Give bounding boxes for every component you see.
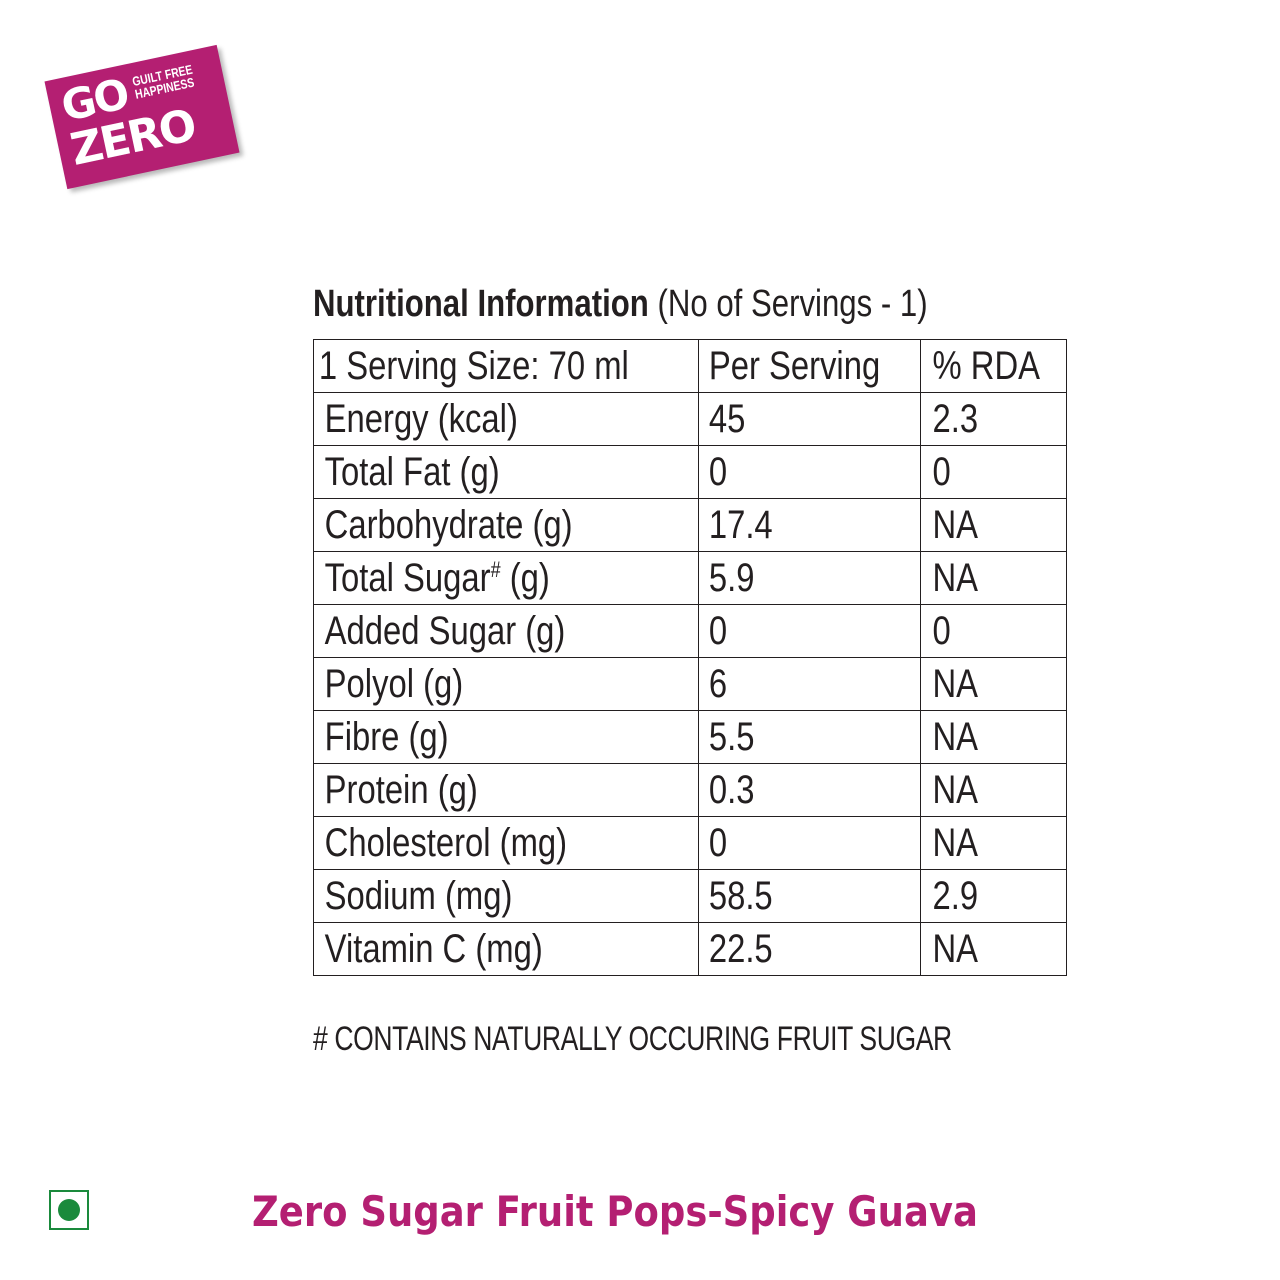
table-row: Fibre (g) 5.5 NA — [313, 710, 1068, 764]
nutrient-cell: Carbohydrate (g) — [313, 498, 699, 552]
logo-tagline: GUILT FREE HAPPINESS — [131, 61, 204, 102]
table-row: Total Fat (g) 0 0 — [313, 445, 1068, 499]
nutrient-cell: Protein (g) — [313, 763, 699, 817]
product-name: Zero Sugar Fruit Pops-Spicy Guava — [252, 1187, 978, 1236]
nutrient-cell: Vitamin C (mg) — [313, 922, 699, 976]
per-serving-cell: 5.5 — [697, 710, 921, 764]
servings-note: (No of Servings - 1) — [657, 283, 928, 325]
nutrient-cell: Total Fat (g) — [313, 445, 699, 499]
rda-cell: NA — [919, 922, 1068, 976]
per-serving-cell: 5.9 — [697, 551, 921, 605]
rda-cell: 2.9 — [919, 869, 1068, 923]
rda-cell: NA — [919, 816, 1068, 870]
nutrition-table: 1 Serving Size: 70 ml Per Serving % RDA … — [313, 339, 1068, 976]
table-header-row: 1 Serving Size: 70 ml Per Serving % RDA — [313, 339, 1068, 393]
nutrition-heading: Nutritional Information (No of Servings … — [313, 282, 928, 326]
nutrient-cell: Cholesterol (mg) — [313, 816, 699, 870]
nutrition-title: Nutritional Information — [313, 283, 649, 325]
table-row: Protein (g) 0.3 NA — [313, 763, 1068, 817]
veg-dot — [58, 1199, 80, 1221]
table-row: Energy (kcal) 45 2.3 — [313, 392, 1068, 446]
total-sugar-footnote-mark: # — [490, 557, 501, 582]
nutrient-cell: Total Sugar# (g) — [313, 551, 699, 605]
header-cell: Per Serving — [697, 339, 921, 393]
nutrient-cell: Added Sugar (g) — [313, 604, 699, 658]
sugar-footnote: # CONTAINS NATURALLY OCCURING FRUIT SUGA… — [313, 1020, 952, 1058]
rda-cell: 2.3 — [919, 392, 1068, 446]
per-serving-cell: 22.5 — [697, 922, 921, 976]
nutrient-cell: Fibre (g) — [313, 710, 699, 764]
table-row: Total Sugar# (g) 5.9 NA — [313, 551, 1068, 605]
rda-cell: NA — [919, 657, 1068, 711]
header-cell: % RDA — [919, 339, 1068, 393]
per-serving-cell: 6 — [697, 657, 921, 711]
veg-symbol-icon — [49, 1190, 89, 1230]
per-serving-cell: 45 — [697, 392, 921, 446]
per-serving-cell: 0 — [697, 445, 921, 499]
table-row: Polyol (g) 6 NA — [313, 657, 1068, 711]
rda-cell: 0 — [919, 445, 1068, 499]
table-row: Added Sugar (g) 0 0 — [313, 604, 1068, 658]
per-serving-cell: 0 — [697, 816, 921, 870]
nutrient-cell: Sodium (mg) — [313, 869, 699, 923]
go-zero-logo: GO GUILT FREE HAPPINESS ZERO — [44, 44, 240, 190]
table-row: Carbohydrate (g) 17.4 NA — [313, 498, 1068, 552]
per-serving-cell: 17.4 — [697, 498, 921, 552]
header-cell: 1 Serving Size: 70 ml — [313, 339, 699, 393]
nutrient-cell: Polyol (g) — [313, 657, 699, 711]
total-sugar-label: Total Sugar — [324, 556, 491, 600]
nutrient-cell: Energy (kcal) — [313, 392, 699, 446]
rda-cell: NA — [919, 551, 1068, 605]
rda-cell: NA — [919, 498, 1068, 552]
per-serving-cell: 0 — [697, 604, 921, 658]
rda-cell: NA — [919, 763, 1068, 817]
per-serving-cell: 58.5 — [697, 869, 921, 923]
rda-cell: NA — [919, 710, 1068, 764]
rda-cell: 0 — [919, 604, 1068, 658]
table-row: Vitamin C (mg) 22.5 NA — [313, 922, 1068, 976]
per-serving-cell: 0.3 — [697, 763, 921, 817]
table-row: Cholesterol (mg) 0 NA — [313, 816, 1068, 870]
total-sugar-unit: (g) — [500, 556, 550, 600]
table-row: Sodium (mg) 58.5 2.9 — [313, 869, 1068, 923]
